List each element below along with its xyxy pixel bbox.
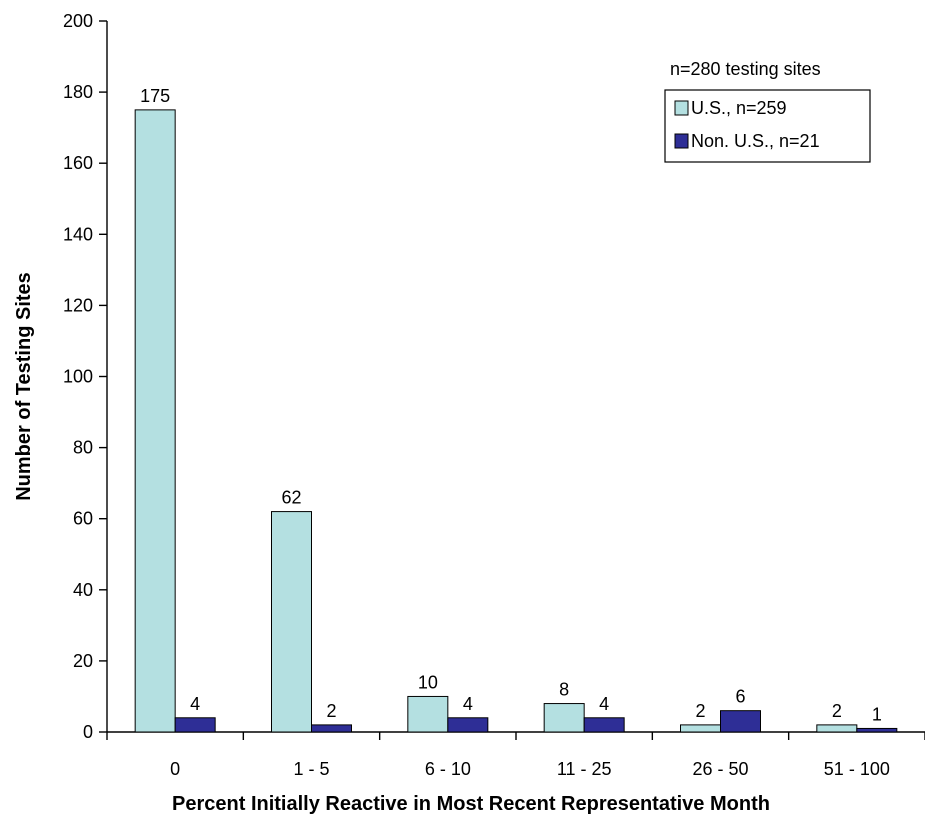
- x-tick-label: 0: [170, 759, 180, 779]
- legend-swatch-non-us: [674, 133, 689, 149]
- bar-us: [816, 724, 858, 733]
- legend-swatch-us: [674, 100, 689, 116]
- y-tick-label: 40: [73, 580, 93, 600]
- y-tick-label: 160: [63, 153, 93, 173]
- data-label: 4: [190, 694, 200, 714]
- data-label: 2: [832, 701, 842, 721]
- bar-non-us: [447, 717, 489, 733]
- chart-note: n=280 testing sites: [670, 59, 821, 79]
- bar-us: [271, 511, 312, 733]
- y-tick-label: 20: [73, 651, 93, 671]
- legend: U.S., n=259 Non. U.S., n=21: [664, 89, 871, 163]
- bar-us: [407, 695, 449, 733]
- y-tick-label: 0: [83, 722, 93, 742]
- x-tick-label: 6 - 10: [425, 759, 471, 779]
- bar-us: [543, 703, 585, 733]
- data-label: 2: [326, 701, 336, 721]
- legend-label-non-us: Non. U.S., n=21: [691, 131, 820, 151]
- y-tick-label: 60: [73, 509, 93, 529]
- x-tick-label: 11 - 25: [557, 759, 612, 779]
- y-tick-label: 100: [63, 367, 93, 387]
- bar-non-us: [311, 724, 352, 733]
- axes: 0 20 40 60 80 100 120 140 160 180 200 0 1 - 5 6 - 10 1…: [63, 11, 925, 779]
- legend-box: [664, 89, 871, 163]
- y-tick-label: 180: [63, 82, 93, 102]
- data-label: 10: [418, 672, 438, 692]
- data-label: 4: [599, 694, 609, 714]
- data-label: 175: [140, 86, 170, 106]
- y-tick-label: 200: [63, 11, 93, 31]
- y-tick-label: 80: [73, 438, 93, 458]
- x-tick-label: 1 - 5: [293, 759, 329, 779]
- x-tick-label: 26 - 50: [692, 759, 748, 779]
- y-tick-label: 120: [63, 295, 93, 315]
- data-label: 4: [463, 694, 473, 714]
- y-tick-label: 140: [63, 224, 93, 244]
- bar-non-us: [583, 717, 625, 733]
- bar-non-us: [720, 710, 761, 733]
- y-axis-title: Number of Testing Sites: [13, 272, 35, 501]
- data-label: 8: [559, 680, 569, 700]
- x-axis-title: Percent Initially Reactive in Most Recen…: [172, 793, 770, 815]
- legend-label-us: U.S., n=259: [691, 98, 787, 118]
- x-tick-label: 51 - 100: [824, 759, 890, 779]
- data-label: 62: [281, 488, 301, 508]
- bar-us: [134, 109, 176, 733]
- data-label: 1: [872, 704, 882, 724]
- data-label: 2: [695, 701, 705, 721]
- bar-non-us: [174, 717, 216, 733]
- bar-non-us: [856, 727, 898, 733]
- data-label: 6: [735, 687, 745, 707]
- bar-us: [680, 724, 721, 733]
